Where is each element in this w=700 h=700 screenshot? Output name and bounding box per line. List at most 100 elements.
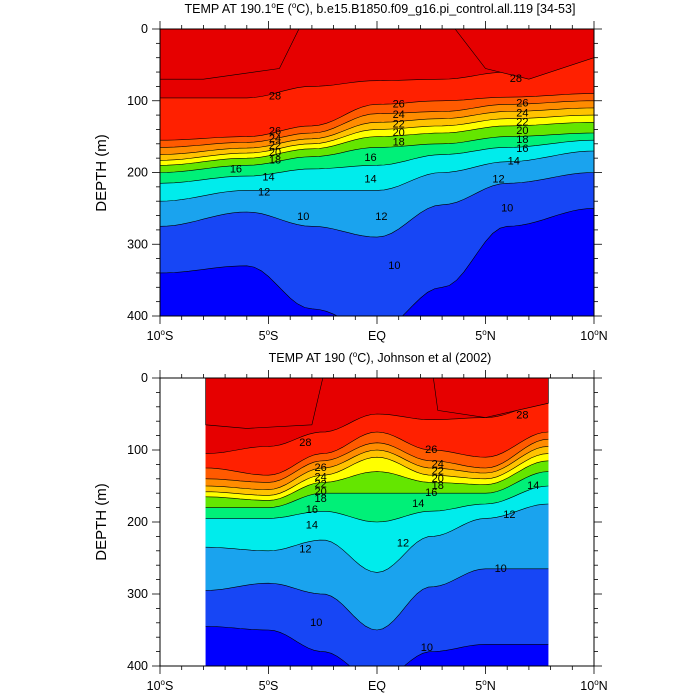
contour-label: 18 (516, 134, 528, 146)
contour-line (160, 208, 594, 316)
contour-line (160, 139, 594, 184)
y-tick-label: 100 (127, 443, 148, 457)
contour-label: 12 (397, 538, 409, 550)
contour-label: 24 (432, 458, 444, 470)
contour-label: 12 (503, 509, 515, 521)
contour-line (205, 471, 549, 508)
x-tick-label: 5oS (259, 328, 279, 343)
y-tick-label: 0 (141, 371, 148, 385)
contour-line (205, 438, 549, 483)
contour-fill-group: 2828262422201816141210262422201816141210… (160, 29, 594, 316)
contour-label: 10 (421, 642, 433, 654)
x-tick-label: 10oS (147, 328, 174, 343)
contour-label: 24 (393, 109, 405, 121)
contour-label: 16 (425, 487, 437, 499)
warm-core (433, 378, 549, 418)
contour-label: 26 (393, 98, 405, 110)
x-tick-label: 10oN (580, 328, 607, 343)
contour-label: 16 (516, 143, 528, 155)
contour-label: 10 (310, 617, 322, 629)
contour-line (160, 114, 594, 161)
contour-label: 28 (510, 73, 522, 85)
bottom-panel-title: TEMP AT 190 (oC), Johnson et al (2002) (269, 350, 492, 365)
x-tick-label: 5oN (475, 678, 495, 693)
contour-label: 24 (269, 133, 281, 145)
contour-label: 24 (516, 108, 528, 120)
contour-label: 20 (314, 486, 326, 498)
y-tick-label: 100 (127, 94, 148, 108)
contour-label: 12 (258, 187, 270, 199)
contour-line (205, 568, 549, 631)
contour-line (205, 485, 549, 523)
top-panel: TEMP AT 190.1oE (oC), b.e15.B1850.f09_g1… (93, 1, 608, 343)
y-tick-label: 400 (127, 309, 148, 323)
bottom-panel-ylabel: DEPTH (m) (93, 483, 110, 561)
contour-label: 24 (314, 471, 326, 483)
contour-label: 16 (230, 164, 242, 176)
contour-label: 12 (375, 211, 387, 223)
contour-line (205, 402, 549, 454)
contour-line (160, 122, 594, 166)
y-tick-label: 300 (127, 587, 148, 601)
contour-line (160, 107, 594, 155)
contour-label: 16 (364, 152, 376, 164)
contour-label: 14 (306, 520, 318, 532)
contour-line (160, 150, 594, 202)
contour-label: 28 (299, 437, 311, 449)
contour-line (160, 100, 594, 148)
x-tick-label: 5oN (475, 328, 495, 343)
contour-label: 10 (388, 260, 400, 272)
contour-line (205, 460, 549, 501)
contour-label: 20 (393, 127, 405, 139)
contour-label: 18 (269, 154, 281, 166)
y-tick-label: 400 (127, 659, 148, 673)
contour-label: 18 (314, 493, 326, 505)
contour-label: 26 (516, 98, 528, 110)
contour-label: 26 (314, 462, 326, 474)
contour-line (160, 132, 594, 173)
contour-label: 22 (432, 466, 444, 478)
x-tick-label: 5oS (259, 678, 279, 693)
y-tick-label: 200 (127, 166, 148, 180)
contour-label: 20 (269, 147, 281, 159)
contour-label: 10 (495, 563, 507, 575)
contour-label: 22 (516, 116, 528, 128)
contour-line (205, 626, 549, 666)
x-tick-label: 10oS (147, 678, 174, 693)
x-tick-label: EQ (368, 329, 386, 343)
bottom-panel: TEMP AT 190 (oC), Johnson et al (2002) D… (93, 350, 608, 693)
contour-line (205, 431, 549, 476)
contour-label: 14 (527, 480, 539, 492)
contour-label: 18 (393, 136, 405, 148)
contour-label: 22 (269, 140, 281, 152)
top-panel-ylabel: DEPTH (m) (93, 134, 110, 212)
contour-line (205, 453, 549, 496)
contour-label: 26 (269, 126, 281, 138)
x-tick-label: EQ (368, 679, 386, 693)
contour-label: 14 (262, 172, 274, 184)
contour-label: 14 (508, 156, 520, 168)
contour-line (205, 446, 549, 490)
top-panel-title: TEMP AT 190.1oE (oC), b.e15.B1850.f09_g1… (185, 1, 576, 16)
contour-label: 22 (393, 118, 405, 130)
contour-label: 12 (299, 543, 311, 555)
contour-label: 18 (432, 480, 444, 492)
contour-label: 10 (297, 211, 309, 223)
contour-label: 28 (516, 409, 528, 421)
contour-label: 20 (432, 473, 444, 485)
contour-line (205, 503, 549, 573)
y-tick-label: 300 (127, 237, 148, 251)
contour-label: 22 (314, 479, 326, 491)
contour-label: 16 (306, 504, 318, 516)
warm-core (160, 29, 300, 80)
contour-label: 28 (269, 90, 281, 102)
contour-line (160, 93, 594, 141)
contour-label: 20 (516, 125, 528, 137)
contour-label: 14 (364, 174, 376, 186)
x-tick-label: 10oN (580, 678, 607, 693)
contour-label: 10 (501, 202, 513, 214)
warm-core (454, 29, 594, 80)
warm-core (205, 378, 324, 429)
